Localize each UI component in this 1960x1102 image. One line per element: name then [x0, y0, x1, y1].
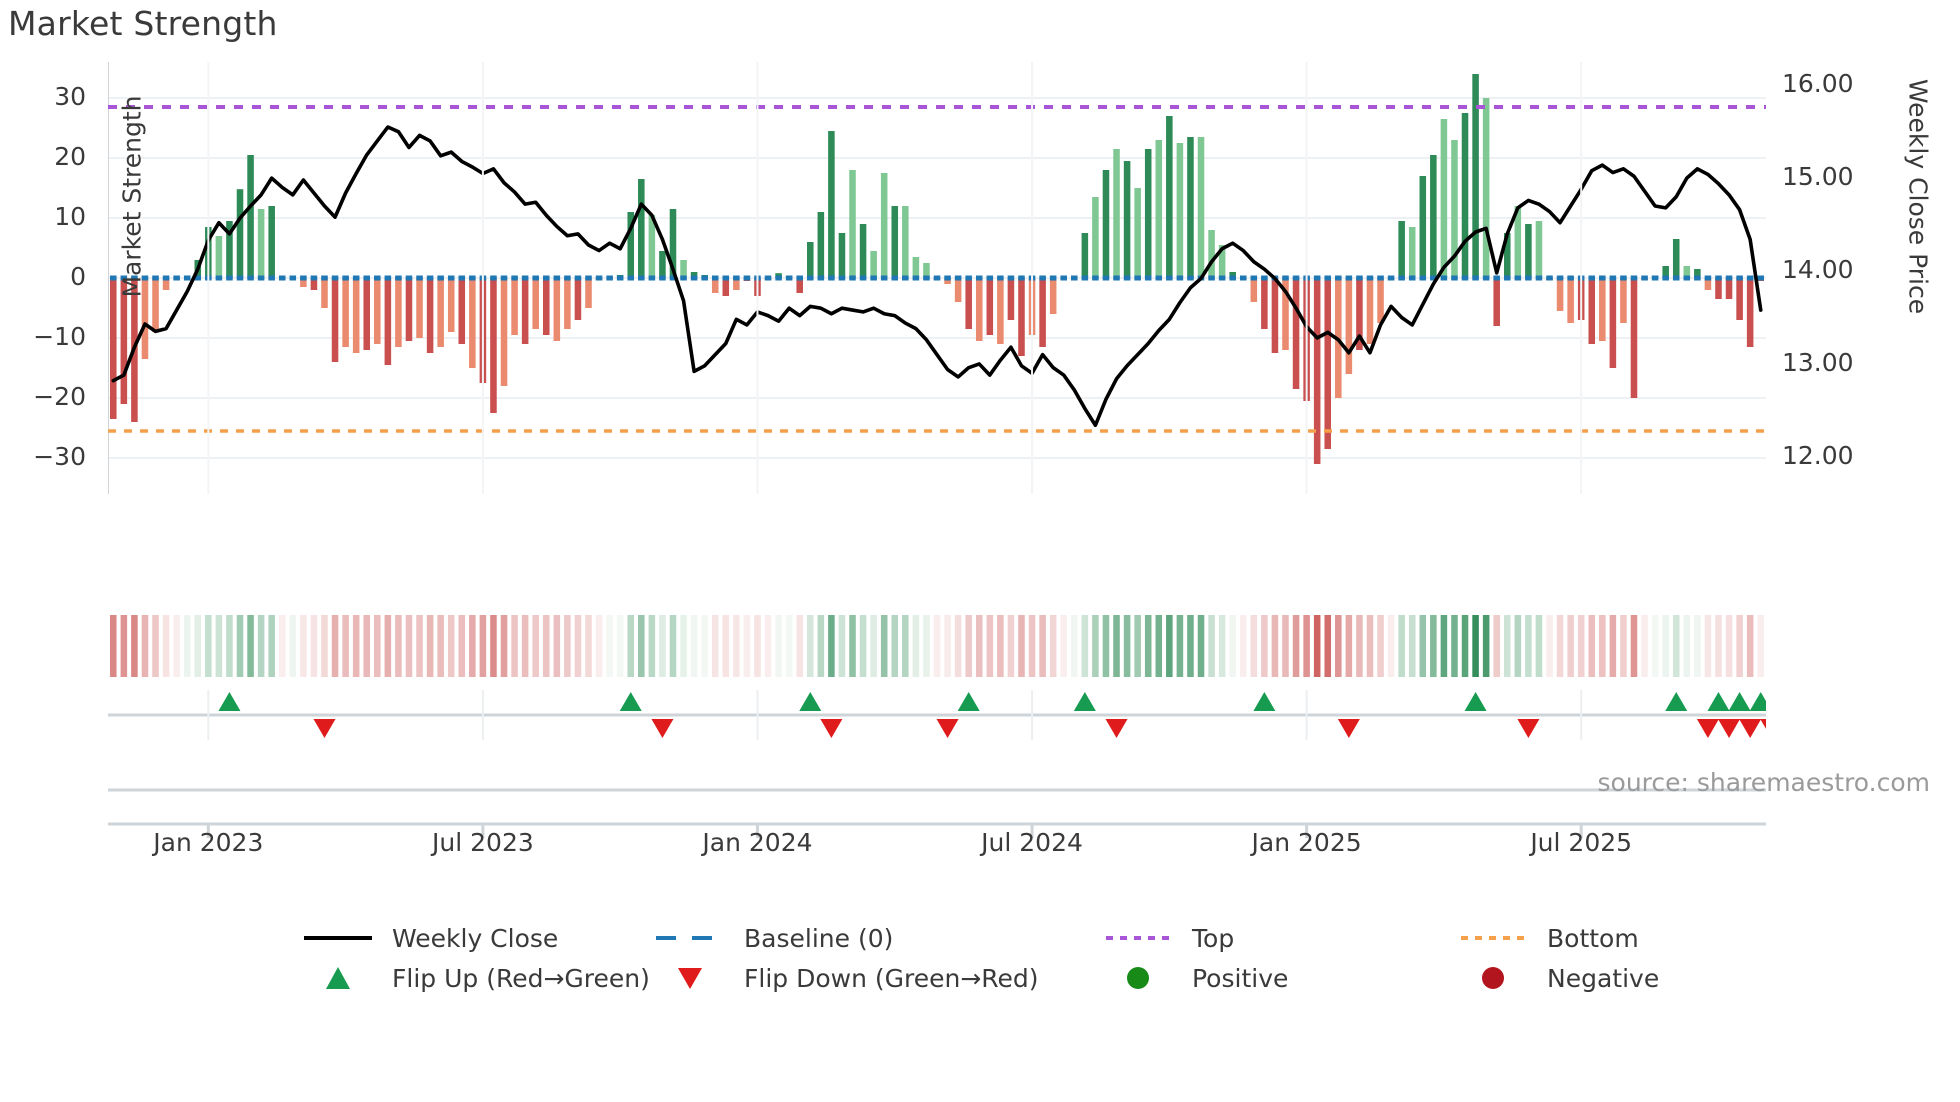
legend-label: Negative — [1547, 963, 1660, 993]
legend-item[interactable]: Baseline (0) — [652, 918, 893, 958]
x-axis-tick: Jul 2024 — [981, 828, 1083, 857]
x-axis: Jan 2023 Jul 2023 Jan 2024 Jul 2024 Jan 2025… — [108, 780, 1766, 870]
dotted-line-icon — [1100, 925, 1176, 951]
x-axis-tick: Jan 2024 — [702, 828, 813, 857]
heat-strip-plot — [110, 615, 1764, 677]
flip-marker-strip — [108, 690, 1766, 740]
legend-item[interactable]: Bottom — [1455, 918, 1639, 958]
dashed-line-wide-icon — [652, 925, 728, 951]
market-strength-plot — [108, 62, 1766, 494]
legend-label: Flip Down (Green→Red) — [744, 963, 1039, 993]
y-axis-right-tick: 12.00 — [1782, 440, 1854, 470]
y-axis-right-tick: 14.00 — [1782, 255, 1854, 285]
circle-icon — [1455, 965, 1531, 991]
page-title: Market Strength — [8, 4, 278, 43]
legend-item[interactable]: Positive — [1100, 958, 1288, 998]
y-axis-left-tick: 20 — [54, 142, 86, 171]
circle-icon — [1100, 965, 1176, 991]
y-axis-left-tick: 0 — [70, 262, 86, 291]
y-axis-right-tick: 16.00 — [1782, 69, 1854, 99]
x-axis-tick: Jul 2023 — [432, 828, 534, 857]
legend-label: Bottom — [1547, 923, 1639, 953]
triangle-up-icon — [300, 965, 376, 991]
strength-heat-strip — [108, 615, 1766, 677]
main-chart-panel: Market Strength Weekly Close Price — [108, 62, 1933, 494]
legend-item[interactable]: Negative — [1455, 958, 1659, 998]
legend-label: Positive — [1192, 963, 1289, 993]
source-caption: source: sharemaestro.com — [1597, 768, 1931, 797]
legend-item[interactable]: Weekly Close — [300, 918, 558, 958]
triangle-down-icon — [652, 965, 728, 991]
x-axis-rules — [108, 788, 1766, 838]
x-axis-tick: Jan 2023 — [153, 828, 264, 857]
legend-row-2: Flip Up (Red→Green) Flip Down (Green→Red)… — [0, 958, 1960, 998]
flip-marker-plot — [108, 690, 1766, 740]
legend-item[interactable]: Top — [1100, 918, 1234, 958]
legend-label: Baseline (0) — [744, 923, 894, 953]
y-axis-right-tick: 15.00 — [1782, 162, 1854, 192]
y-axis-left-tick: −20 — [33, 382, 86, 411]
y-axis-left-tick: −30 — [33, 442, 86, 471]
chart-legend: Weekly Close Baseline (0) Top Bottom Flip U… — [0, 918, 1960, 998]
legend-label: Flip Up (Red→Green) — [392, 963, 650, 993]
solid-line-icon — [300, 925, 376, 951]
dotted-line-icon — [1455, 925, 1531, 951]
legend-item[interactable]: Flip Down (Green→Red) — [652, 958, 1039, 998]
y-axis-left-label: Market Strength — [117, 95, 147, 298]
y-axis-right-tick: 13.00 — [1782, 347, 1854, 377]
legend-item[interactable]: Flip Up (Red→Green) — [300, 958, 650, 998]
y-axis-left-tick: −10 — [33, 322, 86, 351]
y-axis-right-label: Weekly Close Price — [1903, 78, 1933, 315]
legend-row-1: Weekly Close Baseline (0) Top Bottom — [0, 918, 1960, 958]
y-axis-left-tick: 10 — [54, 202, 86, 231]
x-axis-tick: Jul 2025 — [1530, 828, 1633, 857]
legend-label: Top — [1192, 923, 1235, 953]
legend-label: Weekly Close — [392, 923, 559, 953]
y-axis-left-tick: 30 — [54, 82, 86, 111]
x-axis-tick: Jan 2025 — [1251, 828, 1362, 857]
